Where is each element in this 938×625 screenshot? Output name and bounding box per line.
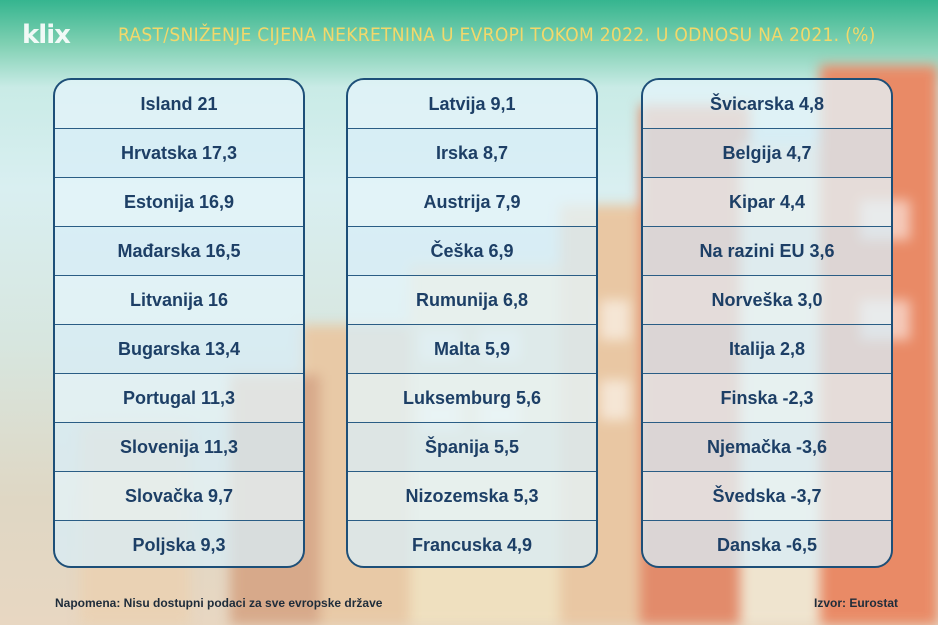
list-item: Hrvatska 17,3: [55, 129, 303, 178]
footer-source: Izvor: Eurostat: [813, 596, 898, 610]
list-item: Litvanija 16: [55, 276, 303, 325]
column-2: Latvija 9,1 Irska 8,7 Austrija 7,9 Češka…: [346, 78, 598, 568]
list-item: Švicarska 4,8: [643, 80, 891, 129]
page-title: RAST/SNIŽENJE CIJENA NEKRETNINA U EVROPI…: [118, 24, 876, 46]
list-item: Slovačka 9,7: [55, 472, 303, 521]
list-item: Slovenija 11,3: [55, 423, 303, 472]
list-item: Finska -2,3: [643, 374, 891, 423]
list-item: Belgija 4,7: [643, 129, 891, 178]
list-item: Irska 8,7: [348, 129, 596, 178]
list-item: Latvija 9,1: [348, 80, 596, 129]
list-item: Portugal 11,3: [55, 374, 303, 423]
list-item: Nizozemska 5,3: [348, 472, 596, 521]
list-item: Rumunija 6,8: [348, 276, 596, 325]
list-item: Švedska -3,7: [643, 472, 891, 521]
list-item: Njemačka -3,6: [643, 423, 891, 472]
list-item: Češka 6,9: [348, 227, 596, 276]
list-item: Španija 5,5: [348, 423, 596, 472]
column-1: Island 21 Hrvatska 17,3 Estonija 16,9 Ma…: [53, 78, 305, 568]
list-item: Poljska 9,3: [55, 521, 303, 566]
footer-note: Napomena: Nisu dostupni podaci za sve ev…: [55, 596, 383, 610]
list-item: Austrija 7,9: [348, 178, 596, 227]
klix-logo: klix: [22, 20, 71, 50]
list-item: Norveška 3,0: [643, 276, 891, 325]
column-3: Švicarska 4,8 Belgija 4,7 Kipar 4,4 Na r…: [641, 78, 893, 568]
list-item: Kipar 4,4: [643, 178, 891, 227]
list-item: Island 21: [55, 80, 303, 129]
list-item: Malta 5,9: [348, 325, 596, 374]
list-item: Bugarska 13,4: [55, 325, 303, 374]
list-item: Danska -6,5: [643, 521, 891, 566]
list-item: Mađarska 16,5: [55, 227, 303, 276]
list-item: Na razini EU 3,6: [643, 227, 891, 276]
list-item: Francuska 4,9: [348, 521, 596, 566]
list-item: Italija 2,8: [643, 325, 891, 374]
list-item: Estonija 16,9: [55, 178, 303, 227]
list-item: Luksemburg 5,6: [348, 374, 596, 423]
